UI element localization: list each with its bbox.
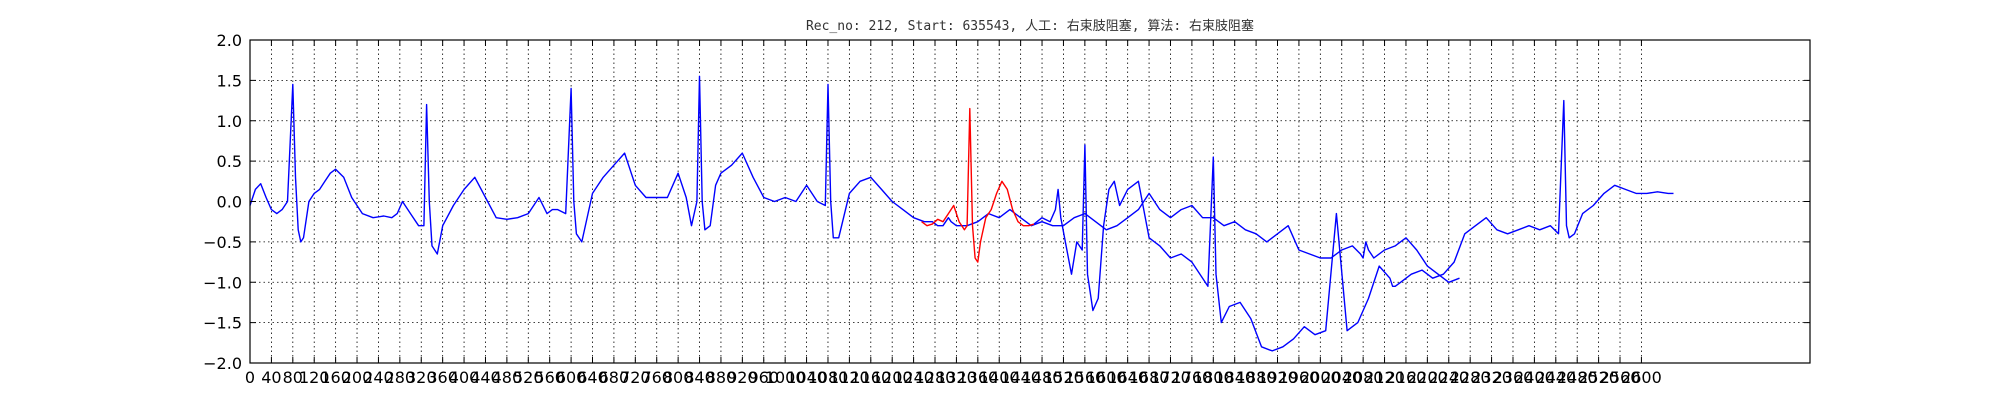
x-tick-label: 840: [684, 368, 715, 387]
x-tick-label: 280: [385, 368, 416, 387]
x-tick-label: 480: [492, 368, 523, 387]
x-tick-label: 1280: [915, 368, 956, 387]
x-tick-label: 2080: [1343, 368, 1384, 387]
series-layer: [249, 75, 1674, 352]
x-tick-label: 1080: [808, 368, 849, 387]
x-tick-label: 40: [261, 368, 281, 387]
x-tick-label: 0: [245, 368, 255, 387]
x-tick-label: 1440: [1000, 368, 1041, 387]
x-tick-label: 1000: [765, 368, 806, 387]
x-tick-label: 2440: [1535, 368, 1576, 387]
x-tick-label: 1120: [829, 368, 870, 387]
x-tick-label: 1480: [1022, 368, 1063, 387]
y-axis: 2.0 1.5 1.0 0.5 0.0 −0.5 −1.0 −1.5 −2.0: [203, 31, 1810, 373]
x-tick-label: 320: [406, 368, 437, 387]
x-tick-label: 160: [320, 368, 351, 387]
x-tick-label: 2600: [1621, 368, 1662, 387]
x-tick-label: 80: [283, 368, 303, 387]
x-tick-label: 2400: [1514, 368, 1555, 387]
series-line-ecg-before: [249, 75, 1460, 283]
x-tick-label: 520: [513, 368, 544, 387]
x-tick-label: 560: [534, 368, 565, 387]
y-tick-label: −0.5: [203, 233, 242, 252]
x-tick-label: 200: [342, 368, 373, 387]
x-tick-label: 1880: [1236, 368, 1277, 387]
y-tick-label: 0.5: [217, 152, 242, 171]
x-tick-label: 2320: [1471, 368, 1512, 387]
x-tick-label: 2280: [1450, 368, 1491, 387]
y-tick-label: 1.0: [217, 112, 242, 131]
y-tick-label: 1.5: [217, 71, 242, 90]
x-tick-label: 880: [706, 368, 737, 387]
x-tick-label: 1800: [1193, 368, 1234, 387]
x-tick-label: 240: [363, 368, 394, 387]
x-tick-label: 360: [427, 368, 458, 387]
y-tick-label: 0.0: [217, 193, 242, 212]
x-tick-label: 1600: [1086, 368, 1127, 387]
x-tick-label: 680: [599, 368, 630, 387]
x-tick-label: 760: [641, 368, 672, 387]
x-axis: 0 40 8012016020024028032036040044048052056…: [245, 40, 1662, 387]
x-tick-label: 2240: [1428, 368, 1469, 387]
x-tick-label: 1400: [979, 368, 1020, 387]
series-line-ecg-highlight: [921, 107, 1035, 263]
x-tick-label: 2000: [1300, 368, 1341, 387]
y-tick-label: −2.0: [203, 354, 242, 373]
x-tick-label: 1520: [1043, 368, 1084, 387]
x-tick-label: 1720: [1150, 368, 1191, 387]
x-tick-label: 720: [620, 368, 651, 387]
x-tick-label: 2560: [1600, 368, 1641, 387]
x-tick-label: 1560: [1064, 368, 1105, 387]
x-tick-label: 960: [748, 368, 779, 387]
x-tick-label: 1640: [1107, 368, 1148, 387]
x-tick-label: 1240: [893, 368, 934, 387]
y-tick-label: 2.0: [217, 31, 242, 50]
x-tick-label: 2520: [1578, 368, 1619, 387]
x-tick-label: 600: [556, 368, 587, 387]
x-tick-label: 2480: [1557, 368, 1598, 387]
series-line-ecg-after: [1033, 99, 1674, 352]
x-tick-label: 920: [727, 368, 758, 387]
y-tick-label: −1.5: [203, 314, 242, 333]
x-tick-label: 2200: [1407, 368, 1448, 387]
y-tick-label: −1.0: [203, 273, 242, 292]
x-tick-label: 1840: [1214, 368, 1255, 387]
x-tick-label: 1160: [850, 368, 891, 387]
x-tick-label: 2040: [1321, 368, 1362, 387]
x-tick-label: 2160: [1386, 368, 1427, 387]
x-tick-label: 1920: [1257, 368, 1298, 387]
x-tick-label: 120: [299, 368, 330, 387]
x-tick-label: 2120: [1364, 368, 1405, 387]
x-tick-label: 1680: [1129, 368, 1170, 387]
x-tick-label: 640: [577, 368, 608, 387]
chart-title: Rec_no: 212, Start: 635543, 人工: 右束肢阻塞, 算…: [806, 18, 1254, 34]
x-tick-label: 400: [449, 368, 480, 387]
x-tick-label: 800: [663, 368, 694, 387]
x-tick-label: 1960: [1279, 368, 1320, 387]
x-tick-label: 2360: [1493, 368, 1534, 387]
x-tick-label: 1320: [936, 368, 977, 387]
x-tick-label: 1200: [872, 368, 913, 387]
x-tick-label: 440: [470, 368, 501, 387]
x-tick-label: 1760: [1172, 368, 1213, 387]
x-tick-label: 1040: [786, 368, 827, 387]
x-tick-label: 1360: [957, 368, 998, 387]
